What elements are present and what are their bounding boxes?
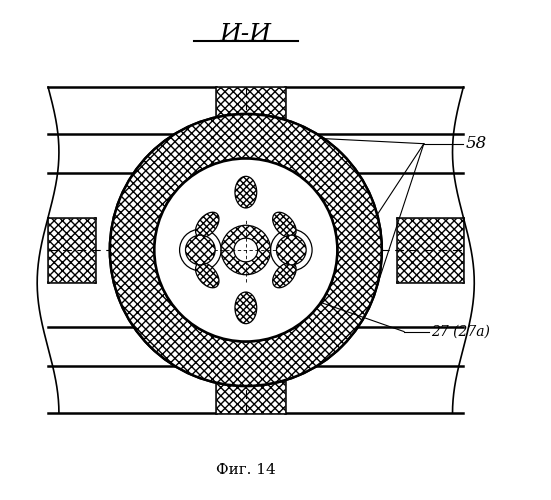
Circle shape xyxy=(186,235,215,265)
Circle shape xyxy=(221,226,271,274)
Circle shape xyxy=(277,235,306,265)
Text: 58: 58 xyxy=(466,135,487,152)
Bar xyxy=(397,218,463,282)
Text: Фиг. 14: Фиг. 14 xyxy=(216,464,276,477)
Ellipse shape xyxy=(273,262,296,288)
Circle shape xyxy=(154,158,337,342)
Text: 27 (27а): 27 (27а) xyxy=(431,324,490,338)
Ellipse shape xyxy=(273,212,296,238)
Circle shape xyxy=(234,238,258,262)
Text: И-И: И-И xyxy=(220,22,272,46)
Circle shape xyxy=(271,229,312,271)
Bar xyxy=(48,218,95,282)
Circle shape xyxy=(110,114,382,386)
Ellipse shape xyxy=(235,176,257,208)
Bar xyxy=(216,366,285,413)
Wedge shape xyxy=(110,114,382,386)
Ellipse shape xyxy=(196,262,219,288)
Bar xyxy=(216,87,285,134)
Circle shape xyxy=(180,229,221,271)
Ellipse shape xyxy=(196,212,219,238)
Ellipse shape xyxy=(235,292,257,324)
